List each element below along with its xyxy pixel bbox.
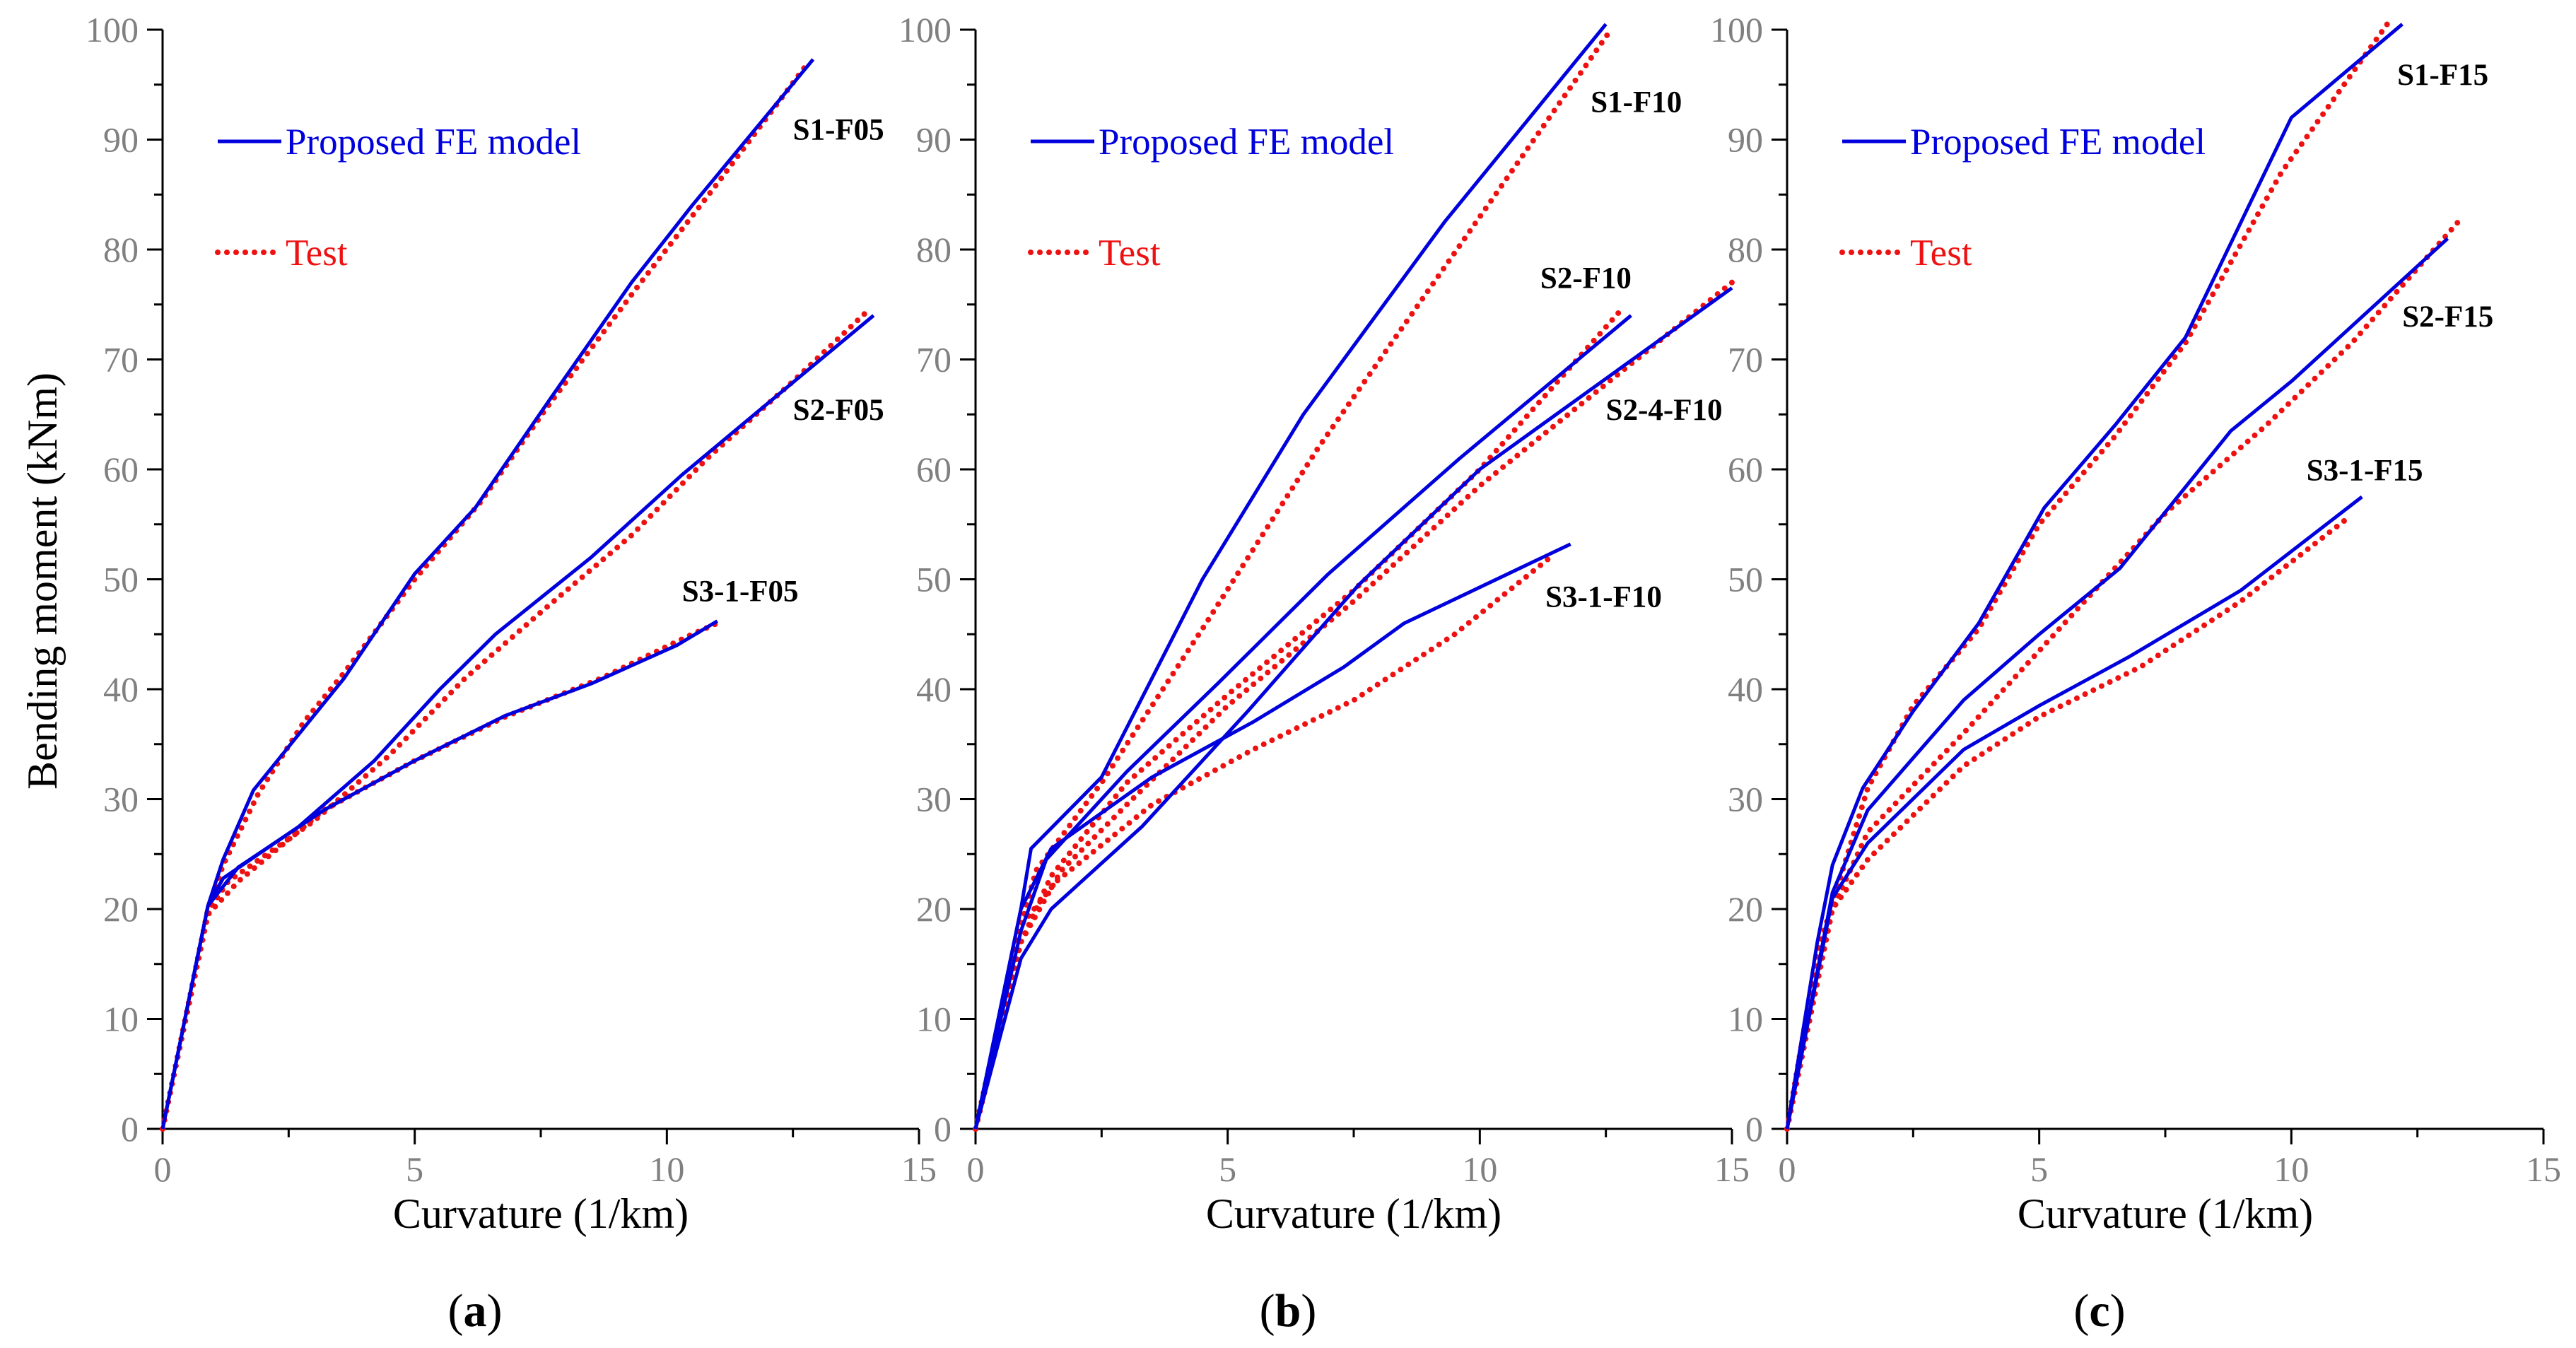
x-tick-label: 10: [2273, 1149, 2309, 1189]
x-tick-label: 0: [1779, 1149, 1796, 1189]
series-s2-f05-test: [160, 307, 872, 1132]
series-s2-f10-model: [973, 314, 1632, 1130]
panel-label-a: (a): [448, 1285, 503, 1337]
legend-model-label: Proposed FE model: [286, 122, 581, 163]
y-tick-label: 0: [934, 1109, 952, 1149]
series-s3-1-f10-model: [973, 542, 1571, 1130]
y-tick-label: 80: [103, 230, 139, 269]
x-axis-title: Curvature (1/km): [1206, 1190, 1501, 1237]
y-tick-label: 10: [916, 1000, 952, 1039]
series-label-s2-4-f10: S2-4-F10: [1606, 394, 1723, 427]
series-label-s1-f10: S1-F10: [1591, 86, 1682, 119]
y-tick-label: 60: [1728, 450, 1763, 489]
y-tick-label: 50: [103, 560, 139, 599]
series-s3-1-f05-test: [160, 620, 720, 1132]
x-axis-title: Curvature (1/km): [2018, 1190, 2313, 1237]
x-tick-label: 10: [649, 1149, 684, 1189]
y-tick-label: 30: [1728, 780, 1763, 819]
series-label-s2-f15: S2-F15: [2402, 300, 2493, 334]
y-tick-label: 40: [103, 669, 139, 709]
x-tick-label: 5: [406, 1149, 423, 1189]
y-tick-label: 20: [1728, 889, 1763, 929]
y-tick-label: 50: [916, 560, 952, 599]
y-tick-label: 80: [916, 230, 952, 269]
legend-model-label: Proposed FE model: [1910, 122, 2206, 163]
y-tick-label: 70: [1728, 340, 1763, 380]
y-tick-label: 10: [103, 1000, 139, 1039]
series-s1-f15-test: [1784, 21, 2390, 1132]
y-tick-label: 30: [916, 780, 952, 819]
y-tick-label: 0: [1745, 1109, 1763, 1149]
series-s3-1-f05-model: [160, 619, 718, 1130]
y-tick-label: 100: [86, 10, 139, 49]
y-tick-label: 40: [916, 669, 952, 709]
x-tick-label: 5: [1219, 1149, 1236, 1189]
series-label-s2-f10: S2-F10: [1540, 262, 1632, 295]
y-tick-label: 60: [103, 450, 139, 489]
series-s1-f10-test: [973, 27, 1614, 1132]
y-tick-label: 30: [103, 780, 139, 819]
y-tick-label: 10: [1728, 1000, 1763, 1039]
legend-test-label: Test: [1099, 233, 1161, 274]
panel-a: 0 10 20 30 40 50 60 70 80 90 100 0 5 10 15 Curvature (1…: [86, 10, 937, 1337]
y-tick-label: 100: [1710, 10, 1763, 49]
series-s2-f05-model: [160, 314, 875, 1130]
series-label-s1-f15: S1-F15: [2397, 59, 2488, 92]
y-tick-label: 70: [916, 340, 952, 380]
panel-b: 0 10 20 30 40 50 60 70 80 90 100 0 5 10 15 Curvature (1…: [898, 10, 1750, 1337]
y-tick-label: 80: [1728, 230, 1763, 269]
series-label-s3-1-f15: S3-1-F15: [2307, 455, 2423, 488]
series-s1-f05-model: [160, 58, 815, 1130]
y-tick-label: 70: [103, 340, 139, 380]
x-tick-label: 0: [967, 1149, 985, 1189]
series-s1-f15-model: [1785, 23, 2404, 1130]
series-s2-f15-model: [1785, 237, 2449, 1130]
y-axis-title: Bending moment (kNm): [19, 373, 66, 790]
legend-test-label: Test: [1910, 233, 1972, 274]
series-label-s2-f05: S2-F05: [793, 394, 884, 427]
y-tick-label: 0: [121, 1109, 139, 1149]
x-tick-label: 10: [1462, 1149, 1497, 1189]
series-s3-1-f15-model: [1785, 495, 2363, 1130]
series-label-s3-1-f10: S3-1-F10: [1545, 580, 1662, 614]
series-s2-f15-test: [1784, 213, 2466, 1132]
y-tick-label: 50: [1728, 560, 1763, 599]
y-tick-label: 60: [916, 450, 952, 489]
y-tick-label: 20: [916, 889, 952, 929]
panel-label-c: (c): [2073, 1285, 2125, 1337]
x-tick-label: 15: [1714, 1149, 1750, 1189]
y-tick-label: 100: [898, 10, 952, 49]
series-label-s1-f05: S1-F05: [793, 114, 884, 147]
x-tick-label: 5: [2030, 1149, 2048, 1189]
series-s2-f10-test: [973, 307, 1624, 1132]
y-tick-label: 20: [103, 889, 139, 929]
legend-test-label: Test: [286, 233, 348, 274]
y-tick-label: 90: [916, 120, 952, 160]
legend-model-label: Proposed FE model: [1099, 122, 1394, 163]
panel-c: 0 10 20 30 40 50 60 70 80 90 100 0 5 10 15 Curvature (1…: [1710, 10, 2561, 1337]
y-tick-label: 90: [1728, 120, 1763, 160]
y-tick-label: 40: [1728, 669, 1763, 709]
series-s1-f10-model: [973, 23, 1608, 1130]
y-tick-label: 90: [103, 120, 139, 160]
x-axis-title: Curvature (1/km): [393, 1190, 689, 1237]
series-s2-4-f10-model: [973, 286, 1733, 1130]
x-tick-label: 0: [154, 1149, 172, 1189]
x-tick-label: 15: [2526, 1149, 2561, 1189]
x-tick-label: 15: [901, 1149, 937, 1189]
series-label-s3-1-f05: S3-1-F05: [682, 575, 799, 609]
panel-label-b: (b): [1260, 1285, 1317, 1337]
